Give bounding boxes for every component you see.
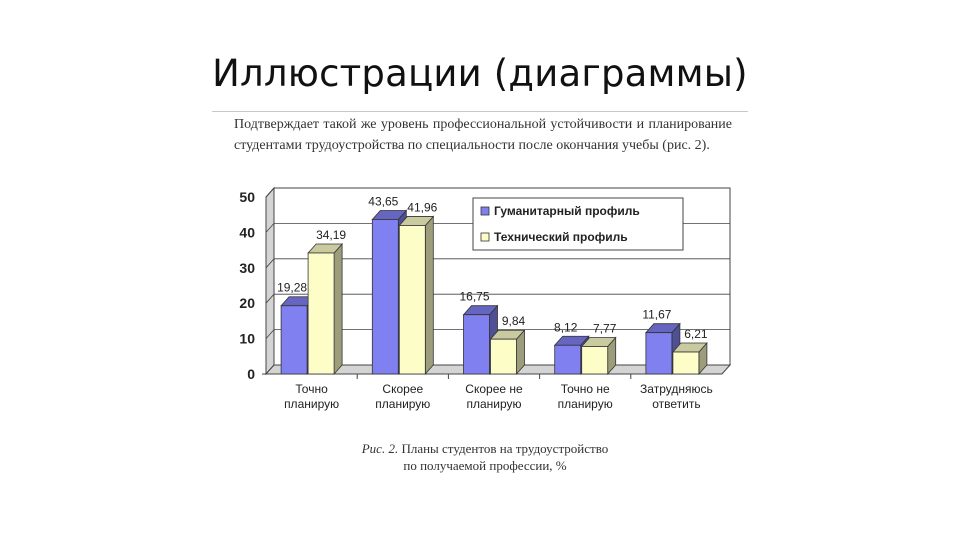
caption-lead: Рис. 2. <box>361 441 399 456</box>
bar <box>672 351 700 375</box>
slide-title: Иллюстрации (диаграммы) <box>212 52 748 95</box>
gridline-side <box>265 329 275 339</box>
category-label: ответить <box>652 397 700 411</box>
caption-line-2: по получаемой профессии, % <box>403 458 567 473</box>
category-label: Затрудняюсь <box>640 382 713 396</box>
data-label: 16,75 <box>459 290 489 304</box>
bar <box>490 338 517 375</box>
bar-side <box>424 215 434 376</box>
data-label: 7,77 <box>593 321 617 335</box>
y-tick-label: 10 <box>239 331 255 347</box>
data-label: 9,84 <box>502 314 526 328</box>
bar <box>645 332 673 375</box>
legend-swatch <box>480 206 490 216</box>
y-tick-label: 30 <box>239 260 255 276</box>
y-tick-label: 40 <box>239 224 255 240</box>
legend-label: Гуманитарный профиль <box>494 204 640 218</box>
data-label: 34,19 <box>316 228 346 242</box>
bar <box>554 344 582 375</box>
chart-figure: 0 10 20 30 40 50 Точно планирую Скорее планирую Ск… <box>228 182 740 424</box>
data-label: 41,96 <box>407 200 437 214</box>
bar <box>581 346 609 375</box>
data-label: 8,12 <box>554 320 578 334</box>
gridline-side <box>265 293 275 304</box>
legend-box <box>472 197 684 251</box>
chart-svg: 01020304050ТочнопланируюСкореепланируюСк… <box>239 186 732 411</box>
data-label: 43,65 <box>368 194 398 208</box>
chart-side-wall <box>265 186 275 376</box>
bar <box>398 225 426 375</box>
y-tick-label: 50 <box>239 189 255 205</box>
bar <box>280 305 308 375</box>
category-label: Скорее <box>382 382 423 396</box>
gridline-side <box>265 187 275 198</box>
bar-side <box>333 242 343 376</box>
legend-label: Технический профиль <box>494 230 628 244</box>
category-label: планирую <box>558 397 613 411</box>
category-label: планирую <box>375 397 430 411</box>
bar <box>371 219 399 375</box>
category-label: планирую <box>284 397 339 411</box>
category-label: Точно не <box>561 382 610 396</box>
body-paragraph: Подтверждает такой же уровень профессион… <box>234 117 732 153</box>
y-tick-label: 0 <box>247 366 255 382</box>
gridline-side <box>265 223 275 233</box>
figure-caption: Рис. 2. Планы студентов на трудоустройст… <box>300 440 670 474</box>
bar <box>463 314 490 375</box>
bar <box>307 252 335 375</box>
title-divider <box>212 111 748 112</box>
data-label: 11,67 <box>642 308 671 322</box>
y-tick-label: 20 <box>239 295 255 311</box>
category-label: Точно <box>295 382 328 396</box>
data-label: 6,21 <box>684 327 708 341</box>
caption-line-1: Планы студентов на трудоустройство <box>398 441 609 456</box>
legend-swatch <box>480 232 490 242</box>
gridline-side <box>265 258 275 269</box>
data-label: 19,28 <box>277 281 307 295</box>
category-label: Скорее не <box>465 382 523 396</box>
category-label: планирую <box>466 397 521 411</box>
